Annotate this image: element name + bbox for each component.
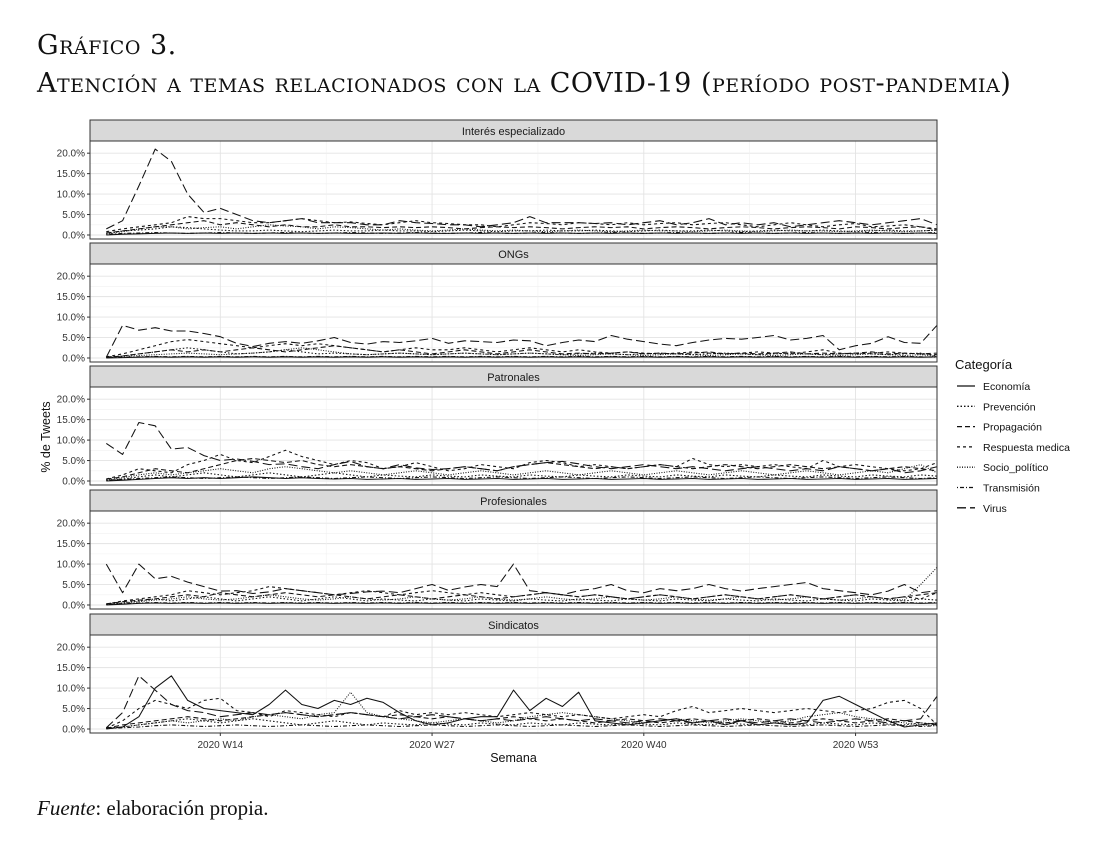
series-line-virus	[105, 675, 938, 729]
series-line-respuesta-medica	[106, 586, 938, 605]
y-tick-label: 10.0%	[57, 436, 85, 447]
facet-title: Patronales	[487, 372, 540, 384]
y-tick-label: 5.0%	[62, 210, 85, 221]
legend-label: Socio_político	[983, 462, 1049, 474]
y-tick-label: 0.0%	[62, 231, 85, 242]
series-line-transmisi-n	[106, 724, 938, 730]
source-text: : elaboración propia.	[95, 796, 269, 820]
source-label: Fuente	[37, 796, 96, 820]
panel-border	[89, 263, 938, 363]
y-tick-label: 0.0%	[62, 725, 85, 736]
y-tick-label: 15.0%	[57, 539, 85, 550]
series-line-virus	[105, 324, 938, 358]
panel-border	[89, 510, 938, 610]
y-axis-title: % de Tweets	[39, 401, 53, 472]
y-tick-label: 0.0%	[62, 477, 85, 488]
y-tick-label: 20.0%	[57, 272, 85, 283]
series-line-transmisi-n	[106, 476, 938, 481]
y-tick-label: 5.0%	[62, 580, 85, 591]
panel-border	[89, 140, 938, 240]
y-tick-label: 20.0%	[57, 519, 85, 530]
legend-label: Prevención	[983, 401, 1036, 413]
y-tick-label: 20.0%	[57, 643, 85, 654]
panel-border	[89, 634, 938, 734]
panel-background	[90, 511, 937, 609]
y-tick-label: 5.0%	[62, 704, 85, 715]
series-line-prevenci-n	[106, 226, 938, 234]
y-tick-label: 0.0%	[62, 354, 85, 365]
legend-title: Categoría	[955, 357, 1013, 372]
y-tick-label: 10.0%	[57, 190, 85, 201]
legend-label: Propagación	[983, 422, 1042, 434]
series-line-econom-a	[106, 675, 938, 730]
facet-title: Sindicatos	[488, 620, 539, 632]
series-line-propagaci-n	[106, 712, 938, 729]
series-line-transmisi-n	[106, 231, 938, 235]
series-line-respuesta-medica	[106, 216, 938, 233]
y-tick-label: 0.0%	[62, 601, 85, 612]
series-line-prevenci-n	[106, 347, 938, 358]
y-tick-label: 15.0%	[57, 415, 85, 426]
facet-title: ONGs	[498, 249, 529, 261]
legend-label: Transmisión	[983, 483, 1040, 495]
y-tick-label: 10.0%	[57, 313, 85, 324]
y-tick-label: 20.0%	[57, 149, 85, 160]
series-line-propagaci-n	[106, 457, 938, 480]
y-tick-label: 15.0%	[57, 169, 85, 180]
series-line-propagaci-n	[106, 220, 938, 234]
y-tick-label: 5.0%	[62, 333, 85, 344]
source-note: Fuente: elaboración propia.	[37, 796, 269, 821]
facet-title: Profesionales	[480, 496, 547, 508]
series-line-prevenci-n	[106, 718, 938, 729]
legend-label: Economía	[983, 381, 1030, 393]
y-tick-label: 10.0%	[57, 560, 85, 571]
series-line-respuesta-medica	[106, 339, 938, 358]
y-tick-label: 20.0%	[57, 395, 85, 406]
x-tick-label: 2020 W53	[833, 740, 879, 751]
x-tick-label: 2020 W14	[198, 740, 244, 751]
series-line-respuesta-medica	[106, 697, 938, 729]
series-line-virus	[106, 421, 938, 474]
series-line-socio-pol-tico	[106, 567, 938, 605]
legend-label: Virus	[983, 503, 1007, 515]
y-tick-label: 10.0%	[57, 684, 85, 695]
figure-title: Atención a temas relacionados con la COV…	[37, 68, 1012, 99]
series-line-virus	[105, 563, 938, 596]
panel-border	[89, 386, 938, 486]
y-tick-label: 5.0%	[62, 456, 85, 467]
x-axis-title: Semana	[490, 751, 537, 765]
legend-label: Respuesta medica	[983, 442, 1070, 454]
y-tick-label: 15.0%	[57, 292, 85, 303]
y-tick-label: 15.0%	[57, 663, 85, 674]
series-line-socio-pol-tico	[106, 464, 938, 481]
panel-background	[90, 387, 937, 485]
x-tick-label: 2020 W40	[621, 740, 667, 751]
series-line-respuesta-medica	[106, 449, 938, 480]
x-tick-label: 2020 W27	[409, 740, 455, 751]
figure-number: Gráfico 3.	[37, 30, 177, 61]
panel-background	[90, 141, 937, 239]
panel-background	[90, 264, 937, 362]
facet-title: Interés especializado	[462, 126, 565, 138]
series-line-transmisi-n	[106, 601, 938, 606]
series-line-prevenci-n	[106, 472, 938, 481]
series-line-virus	[106, 148, 938, 230]
series-line-transmisi-n	[106, 355, 938, 359]
